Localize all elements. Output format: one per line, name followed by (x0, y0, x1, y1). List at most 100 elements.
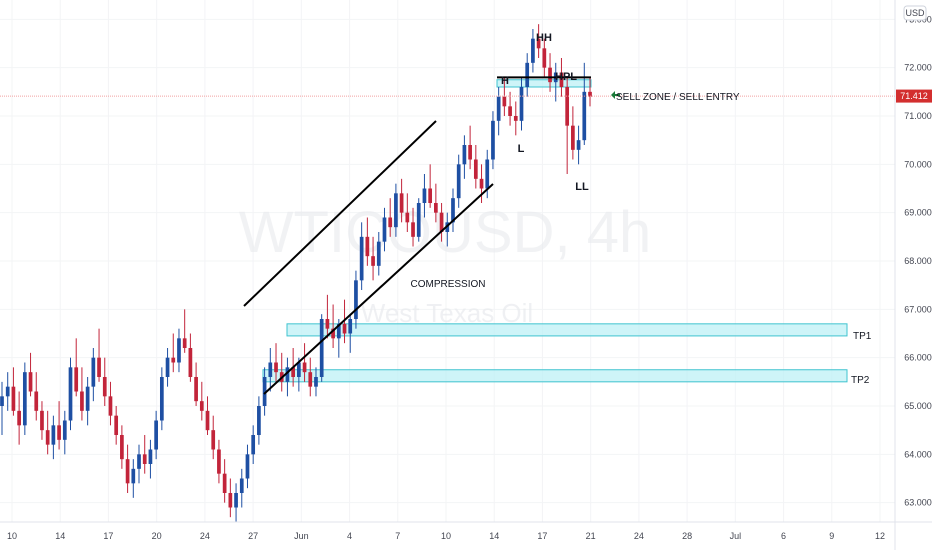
candle-body (251, 435, 256, 455)
candle-body (451, 198, 455, 223)
candle-body (342, 323, 347, 334)
candle-body (428, 188, 433, 203)
candle-body (257, 406, 261, 435)
candle-body (382, 217, 387, 242)
x-tick-label: 4 (347, 531, 352, 541)
time-axis[interactable]: 10 14 17 20 24 27 Jun 4 7 10 14 17 21 24 28 Jul 6 9 12 (7, 531, 885, 541)
candle-body (536, 38, 541, 49)
candle-body (405, 212, 410, 223)
candle-body (125, 459, 130, 484)
candle-body (268, 362, 273, 377)
tp1-zone (286, 323, 848, 337)
candle-body (22, 372, 27, 426)
candle-body (274, 362, 278, 373)
candle-body (45, 430, 50, 445)
candle-body (234, 493, 238, 508)
candle-body (114, 415, 119, 435)
candle-body (131, 468, 136, 484)
candle-body (217, 449, 221, 474)
candle-body (588, 91, 592, 97)
candle-body (228, 493, 233, 508)
candle-body (576, 140, 581, 150)
candle-body (177, 338, 181, 363)
candle-body (245, 454, 250, 479)
zones-layer (262, 79, 848, 383)
candle-body (513, 116, 518, 121)
candle-body (80, 391, 84, 411)
candle-body (137, 454, 141, 469)
price-axis[interactable]: 73.00072.00071.00070.00069.00068.00067.0… (904, 14, 932, 507)
candle-body (120, 435, 124, 460)
sell-zone-callout: SELL ZONE / SELL ENTRY (611, 91, 740, 103)
candle-body (159, 377, 164, 421)
candle-body (171, 357, 176, 363)
candle-body (376, 241, 381, 266)
candle-body (199, 401, 204, 411)
x-tick-label: 17 (103, 531, 113, 541)
candle-body (85, 386, 90, 411)
candle-body (399, 193, 404, 213)
candle-body (462, 145, 467, 165)
x-tick-label: 12 (875, 531, 885, 541)
candle-body (319, 319, 324, 377)
candle-body (508, 106, 512, 116)
y-tick-label: 70.000 (904, 159, 932, 169)
label-l: L (518, 143, 525, 155)
x-tick-label: 7 (395, 531, 400, 541)
candle-body (62, 420, 67, 440)
watermark-name: West Texas Oil (361, 298, 533, 328)
candle-body (336, 323, 341, 339)
y-tick-label: 66.000 (904, 353, 932, 363)
candle-body (182, 338, 187, 348)
x-tick-label: 24 (200, 531, 210, 541)
candle-body (388, 217, 393, 228)
y-tick-label: 64.000 (904, 449, 932, 459)
x-tick-label: 6 (781, 531, 786, 541)
tp2-zone (262, 369, 848, 383)
candle-body (302, 362, 307, 373)
x-tick-label: 14 (489, 531, 499, 541)
grid-lines (0, 0, 895, 522)
label-tp2: TP2 (851, 375, 870, 386)
candle-body (422, 188, 427, 203)
last-price-badge: 71.412 (896, 89, 932, 103)
candle-body (57, 425, 61, 440)
x-tick-label: 27 (248, 531, 258, 541)
candle-body (17, 410, 21, 426)
candle-body (468, 145, 472, 160)
channel-lower-line (263, 183, 494, 395)
candle-body (194, 377, 198, 402)
candle-body (439, 212, 444, 232)
label-ll: LL (575, 181, 589, 193)
candle-body (582, 91, 587, 141)
arrow-left-icon (611, 91, 620, 99)
y-tick-label: 67.000 (904, 304, 932, 314)
candle-body (296, 362, 301, 377)
x-tick-label: 14 (55, 531, 65, 541)
candle-body (34, 391, 39, 411)
y-tick-label: 71.000 (904, 111, 932, 121)
x-tick-label: 10 (441, 531, 451, 541)
candle-body (548, 67, 552, 83)
candle-body (91, 357, 96, 387)
candle-body (74, 367, 79, 392)
candle-body (502, 96, 507, 107)
candle-body (348, 319, 353, 334)
candle-body (525, 62, 530, 87)
x-tick-label: 21 (586, 531, 596, 541)
candle-body (142, 454, 147, 464)
candle-body (365, 236, 370, 257)
candle-body (285, 367, 290, 382)
candle-body (291, 367, 296, 377)
candle-body (394, 193, 398, 228)
x-tick-label: 20 (152, 531, 162, 541)
currency-badge[interactable]: USD (903, 5, 927, 21)
candle-body (331, 328, 335, 339)
label-tp1: TP1 (853, 331, 872, 342)
svg-text:SELL ZONE / SELL ENTRY: SELL ZONE / SELL ENTRY (616, 92, 740, 103)
candle-body (40, 410, 44, 431)
candle-body (559, 72, 564, 87)
candle-body (485, 159, 490, 189)
label-hpl: HPL (555, 71, 577, 83)
